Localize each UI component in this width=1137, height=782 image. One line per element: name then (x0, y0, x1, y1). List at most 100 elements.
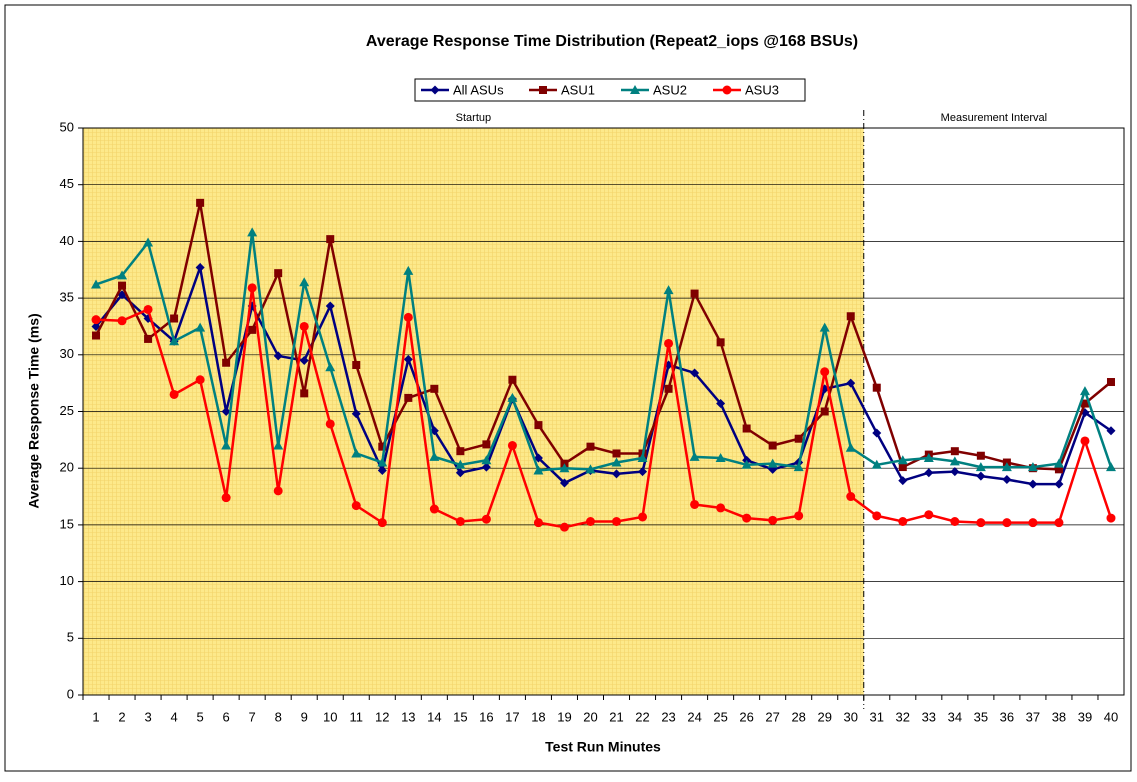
data-point (534, 421, 543, 430)
y-tick-label: 5 (67, 630, 74, 645)
data-point (794, 434, 803, 443)
data-point (221, 407, 231, 416)
data-point (274, 269, 283, 278)
data-point (221, 440, 232, 450)
data-point (559, 478, 569, 488)
legend-box (414, 78, 806, 102)
series-line (95, 287, 1113, 529)
data-point (248, 325, 257, 334)
data-point (1028, 518, 1038, 528)
x-tick-label: 36 (1000, 709, 1014, 724)
data-point (507, 392, 518, 402)
data-point (351, 501, 361, 511)
x-tick-label: 28 (791, 709, 805, 724)
data-point (456, 447, 465, 456)
x-tick-label: 5 (196, 709, 203, 724)
data-point (924, 468, 934, 478)
data-point (1054, 479, 1064, 489)
data-point (221, 493, 231, 503)
series-line (94, 202, 1112, 471)
data-point (1027, 462, 1038, 472)
data-point (820, 407, 829, 416)
data-point (976, 518, 986, 528)
data-point (637, 452, 648, 462)
data-point (326, 235, 335, 244)
data-point (559, 522, 569, 532)
data-point (1080, 436, 1090, 446)
x-tick-label: 1 (92, 709, 99, 724)
data-point (898, 516, 908, 526)
data-point (638, 512, 648, 522)
x-tick-label: 9 (301, 709, 308, 724)
data-point (404, 393, 413, 402)
data-point (664, 384, 673, 393)
legend-marker (722, 85, 732, 95)
data-point (195, 322, 206, 332)
y-tick-label: 40 (60, 233, 74, 248)
data-point (663, 285, 674, 295)
x-tick-label: 29 (817, 709, 831, 724)
chart-title: Average Response Time Distribution (Repe… (366, 33, 858, 50)
data-point (872, 383, 881, 392)
data-point (273, 486, 283, 496)
x-tick-label: 22 (635, 709, 649, 724)
data-point (820, 367, 830, 377)
data-point (403, 354, 413, 364)
data-point (1079, 386, 1090, 396)
data-point (118, 281, 127, 290)
data-point (1053, 458, 1064, 468)
data-point (898, 476, 908, 486)
data-point (950, 447, 959, 456)
data-point (611, 457, 622, 467)
data-point (1002, 518, 1012, 528)
data-point (716, 503, 726, 513)
data-point (325, 419, 335, 429)
data-point (612, 516, 622, 526)
data-point (1106, 426, 1116, 436)
data-point (793, 462, 804, 472)
x-tick-label: 32 (896, 709, 910, 724)
x-tick-label: 33 (922, 709, 936, 724)
data-point (169, 336, 180, 346)
data-point (898, 463, 907, 472)
x-tick-label: 18 (531, 709, 545, 724)
data-point (768, 515, 778, 525)
data-point (846, 492, 856, 502)
data-point (377, 465, 387, 475)
data-point (169, 389, 179, 399)
legend-label: ASU2 (653, 82, 687, 97)
data-point (559, 463, 570, 473)
data-point (299, 321, 309, 331)
y-tick-label: 15 (60, 516, 74, 531)
x-tick-label: 3 (144, 709, 151, 724)
x-tick-label: 11 (350, 709, 364, 724)
data-point (741, 459, 752, 469)
legend-marker (539, 86, 547, 94)
x-tick-label: 31 (870, 709, 884, 724)
phase-label: Startup (456, 112, 491, 124)
x-tick-label: 12 (375, 709, 389, 724)
data-point (455, 459, 466, 469)
data-point (585, 464, 596, 474)
data-point (664, 338, 674, 348)
data-point (897, 455, 908, 465)
data-point (533, 453, 543, 463)
data-point (352, 361, 361, 370)
x-tick-label: 21 (609, 709, 623, 724)
x-tick-label: 7 (249, 709, 256, 724)
data-point (846, 378, 856, 388)
data-point (1054, 518, 1064, 528)
data-point (949, 456, 960, 466)
phase-label: Measurement Interval (941, 112, 1047, 124)
y-tick-label: 30 (60, 346, 74, 361)
y-axis-title: Average Response Time (ms) (26, 313, 42, 508)
data-point (1028, 479, 1038, 489)
data-point (767, 458, 778, 468)
data-point (690, 368, 700, 378)
data-point (377, 518, 387, 528)
x-tick-label: 27 (765, 709, 779, 724)
data-point (1105, 462, 1116, 472)
data-point (429, 504, 439, 514)
